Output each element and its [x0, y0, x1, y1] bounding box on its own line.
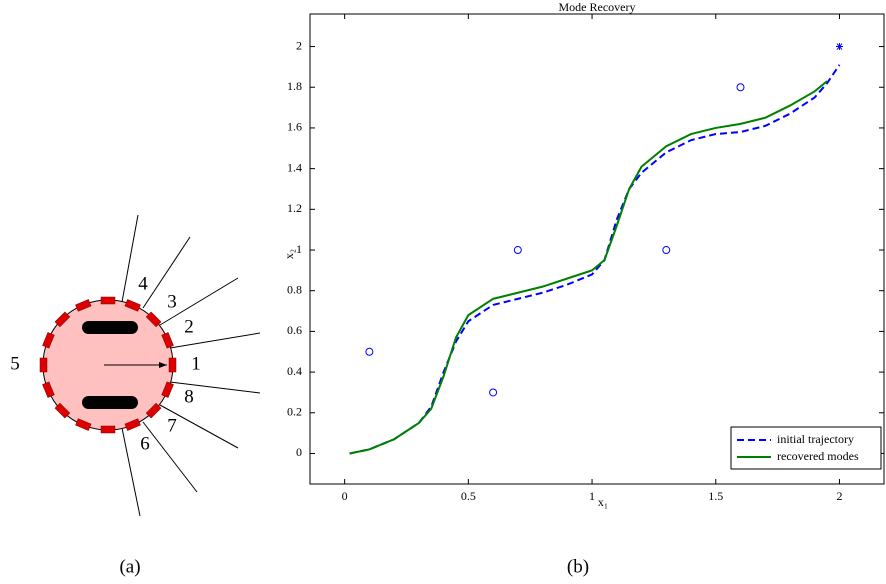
sensor	[42, 332, 55, 349]
sensor	[75, 418, 92, 431]
sensor	[161, 332, 174, 349]
y-tick-label: 1.6	[287, 120, 302, 134]
mode-point	[365, 347, 374, 356]
sensor-label: 5	[10, 353, 20, 374]
arrow-head	[159, 362, 167, 368]
plot-frame	[309, 13, 885, 485]
ray	[169, 381, 261, 394]
ray	[169, 332, 261, 349]
sensor	[75, 299, 92, 312]
goal-point	[835, 43, 843, 51]
legend-label: initial trajectory	[777, 432, 854, 446]
ray	[142, 236, 191, 309]
x-tick-label: 1	[589, 489, 595, 503]
y-tick-label: 0.8	[287, 282, 302, 296]
mode-point	[513, 246, 522, 255]
y-tick-label: 2	[296, 38, 302, 52]
sensor	[42, 381, 55, 398]
sensor-label: 3	[167, 291, 177, 312]
sensor	[54, 311, 71, 328]
mode-point	[489, 388, 498, 397]
wheel	[82, 321, 138, 334]
sensor	[124, 418, 141, 431]
sensor	[124, 299, 141, 312]
series-line	[349, 80, 828, 455]
sensor	[145, 402, 162, 419]
ray	[159, 277, 239, 326]
ray	[142, 421, 198, 493]
sensor-label: 4	[138, 273, 148, 294]
panel-label: (a)	[119, 556, 140, 577]
plot: 0 0.2 0.4 0.6 0.8 1 1.2 1.4 1.6 1.8 2 0 0.5 1 1.5 2 init…	[287, 14, 884, 503]
chart-title: Mode Recovery	[559, 0, 636, 14]
y-tick-label: 1.4	[287, 160, 302, 174]
y-tick-label: 1.8	[287, 79, 302, 93]
legend-box	[730, 426, 882, 470]
y-tick-label: 0.4	[287, 364, 302, 378]
sensor	[100, 296, 116, 305]
ray	[121, 427, 141, 517]
ray	[121, 214, 139, 303]
sensor-label: 8	[184, 386, 194, 407]
sensor-label: 6	[140, 433, 150, 454]
sensor	[145, 311, 162, 328]
legend-label: recovered modes	[777, 449, 859, 463]
y-tick-label: 1.2	[287, 201, 302, 215]
sensor	[39, 357, 48, 373]
sensor	[168, 357, 177, 373]
sensor-ring	[39, 296, 177, 434]
mode-point	[736, 83, 745, 92]
y-tick-label: 0	[296, 445, 302, 459]
sensor-label: 7	[167, 415, 177, 436]
sensor-label: 1	[191, 353, 201, 374]
ray	[159, 404, 239, 449]
wheel	[82, 396, 138, 409]
sensor	[100, 425, 116, 434]
y-tick-label: 0.2	[287, 405, 302, 419]
y-tick-label: 1	[296, 242, 302, 256]
series-line	[349, 64, 841, 455]
mode-point	[662, 246, 671, 255]
x-axis-label: x₁	[598, 495, 608, 509]
y-axis-label: x₂	[282, 249, 296, 259]
x-tick-label: 0	[342, 489, 348, 503]
sensor	[161, 381, 174, 398]
sensor-label: 2	[184, 316, 194, 337]
panel-label: (b)	[567, 556, 589, 577]
x-tick-label: 1.5	[708, 489, 723, 503]
x-tick-label: 2	[836, 489, 842, 503]
y-tick-label: 0.6	[287, 323, 302, 337]
x-tick-label: 0.5	[461, 489, 476, 503]
sensor-rays	[121, 214, 261, 517]
sensor	[54, 402, 71, 419]
robot-diagram: 1 2 3 4 5 6 7 8 (a)	[10, 214, 261, 577]
